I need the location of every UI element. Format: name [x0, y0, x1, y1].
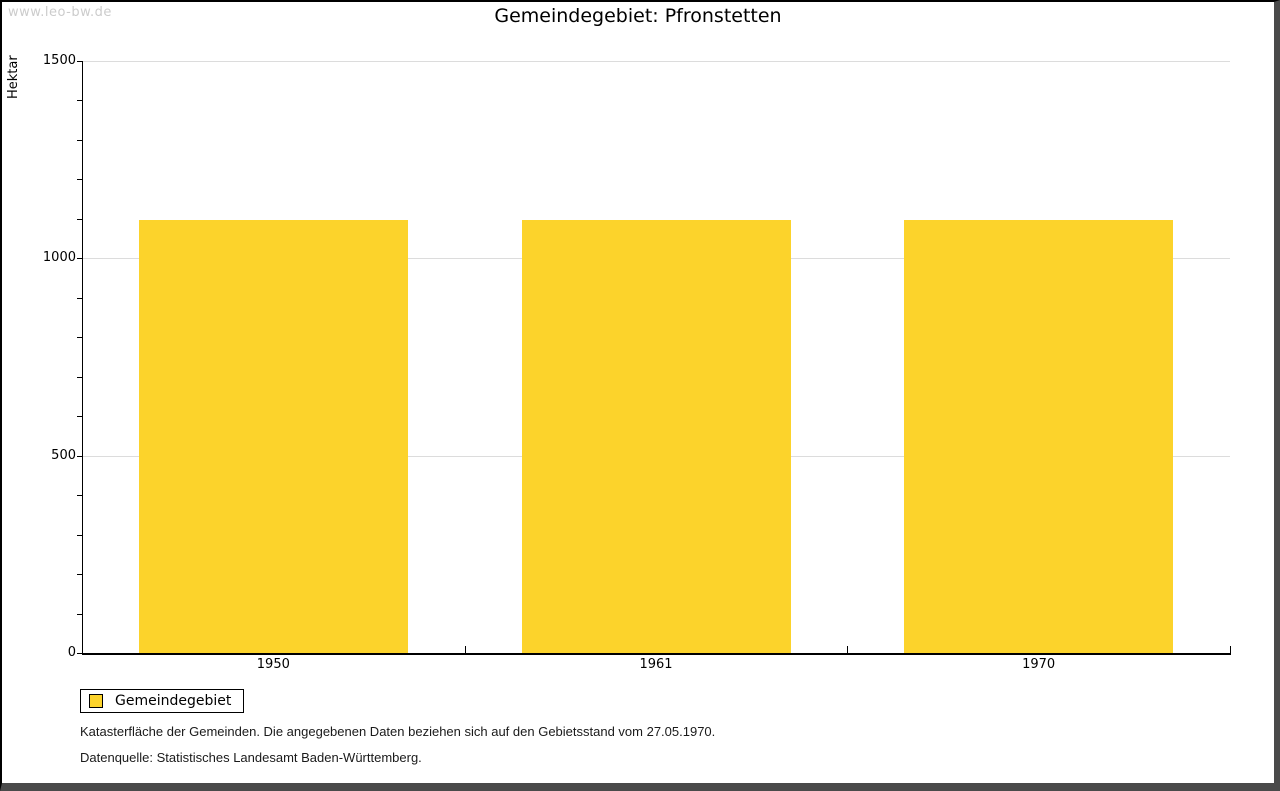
y-tick-1000 — [77, 258, 82, 260]
y-tick-label-1000: 1000 — [42, 250, 76, 266]
y-tick-1100 — [77, 218, 82, 220]
y-tick-400 — [77, 495, 82, 497]
x-label-1961: 1961 — [639, 657, 673, 672]
y-tick-500 — [77, 455, 82, 457]
y-tick-200 — [77, 574, 82, 576]
x-boundary-tick-0 — [82, 646, 83, 653]
footnote-gebietsstand: Katasterfläche der Gemeinden. Die angege… — [80, 724, 716, 739]
y-tick-label-0: 0 — [67, 645, 76, 660]
y-tick-1200 — [77, 179, 82, 181]
legend: Gemeindegebiet — [80, 689, 245, 713]
y-tick-1300 — [77, 139, 82, 141]
x-label-1950: 1950 — [256, 657, 290, 672]
legend-swatch — [89, 694, 103, 708]
x-boundary-tick-3 — [1230, 646, 1231, 653]
bar-1961 — [521, 219, 791, 653]
gridline-1500 — [82, 61, 1230, 62]
bar-1950 — [138, 219, 408, 653]
y-tick-900 — [77, 297, 82, 299]
y-tick-1400 — [77, 100, 82, 102]
y-tick-300 — [77, 534, 82, 536]
y-tick-label-500: 500 — [51, 447, 76, 463]
x-label-1970: 1970 — [1022, 657, 1056, 672]
y-tick-800 — [77, 337, 82, 339]
legend-label: Gemeindegebiet — [115, 693, 232, 709]
y-tick-700 — [77, 376, 82, 378]
y-tick-label-1500: 1500 — [42, 53, 76, 68]
bar-1970 — [904, 219, 1174, 653]
x-boundary-tick-1 — [464, 646, 466, 653]
y-tick-1500 — [77, 61, 82, 62]
watermark: www.leo-bw.de — [8, 5, 112, 20]
y-tick-100 — [77, 613, 82, 615]
y-axis-line — [82, 61, 83, 655]
x-axis-line — [82, 653, 1231, 655]
x-boundary-tick-2 — [847, 646, 849, 653]
chart-title: Gemeindegebiet: Pfronstetten — [494, 5, 782, 27]
y-tick-600 — [77, 416, 82, 418]
y-tick-0 — [77, 653, 82, 654]
footnote-datenquelle: Datenquelle: Statistisches Landesamt Bad… — [80, 750, 422, 765]
